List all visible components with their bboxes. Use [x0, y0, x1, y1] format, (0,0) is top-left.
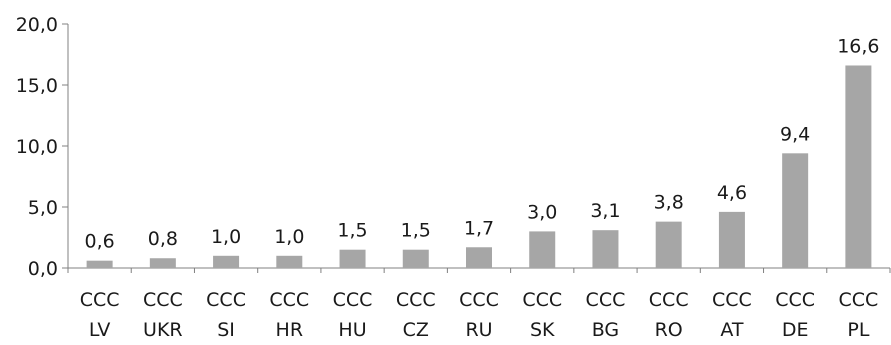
- bar: [529, 231, 556, 268]
- x-tick-label: CCC: [838, 289, 878, 311]
- x-tick-label: CCC: [143, 289, 183, 311]
- x-tick-label: PL: [847, 319, 869, 341]
- data-label: 1,5: [337, 220, 367, 242]
- bar: [718, 211, 745, 268]
- data-label: 0,8: [148, 228, 178, 250]
- bar: [845, 65, 872, 268]
- x-tick-label: AT: [720, 319, 744, 341]
- x-tick-label: CCC: [333, 289, 373, 311]
- x-tick-label: DE: [782, 319, 809, 341]
- x-tick-label: SI: [217, 319, 235, 341]
- x-tick-label: RU: [465, 319, 492, 341]
- y-tick-label: 20,0: [16, 14, 58, 36]
- data-label: 3,1: [590, 200, 620, 222]
- data-label: 1,0: [274, 226, 304, 248]
- data-label: 1,5: [401, 220, 431, 242]
- bars: [86, 65, 872, 268]
- category-labels: CCC LV CCC UKR CCC SI CCC HR CCC HU CCC CZ CCC RU CCC S…: [80, 289, 879, 341]
- y-tick-label: 0,0: [28, 258, 58, 280]
- data-labels: 0,6 0,8 1,0 1,0 1,5 1,5 1,7 3,0 3,1 3,8 4,6 9,4 16,6: [85, 35, 880, 252]
- bar: [655, 221, 682, 268]
- x-tick-label: CCC: [459, 289, 499, 311]
- x-tick-label: UKR: [143, 319, 183, 341]
- data-label: 3,0: [527, 201, 557, 223]
- x-tick-label: CCC: [522, 289, 562, 311]
- x-tick-label: CCC: [269, 289, 309, 311]
- x-tick-label: RO: [655, 319, 683, 341]
- x-tick-label: CZ: [403, 319, 429, 341]
- x-tick-label: CCC: [586, 289, 626, 311]
- bar: [402, 249, 429, 268]
- x-tick-label: HR: [276, 319, 304, 341]
- y-tick-label: 5,0: [28, 197, 58, 219]
- data-label: 4,6: [717, 182, 747, 204]
- x-tick-label: SK: [530, 319, 555, 341]
- x-tick-label: CCC: [206, 289, 246, 311]
- bar: [466, 247, 492, 268]
- y-axis: 0,0 5,0 10,0 15,0 20,0: [16, 14, 69, 280]
- data-label: 0,6: [85, 231, 115, 253]
- x-tick-label: LV: [89, 319, 111, 341]
- bar: [782, 153, 809, 268]
- data-label: 9,4: [780, 123, 810, 145]
- data-label: 3,8: [654, 192, 684, 214]
- bar: [86, 260, 113, 268]
- bar: [213, 255, 240, 268]
- x-tick-label: HU: [338, 319, 366, 341]
- x-axis: [67, 267, 891, 273]
- bar: [339, 249, 366, 268]
- x-tick-label: CCC: [775, 289, 815, 311]
- data-label: 16,6: [837, 35, 879, 57]
- y-tick-label: 10,0: [16, 136, 58, 158]
- x-tick-label: CCC: [712, 289, 752, 311]
- bar: [276, 255, 303, 268]
- bar: [149, 258, 176, 268]
- data-label: 1,7: [464, 217, 494, 239]
- x-tick-label: CCC: [396, 289, 436, 311]
- y-tick-label: 15,0: [16, 75, 58, 97]
- data-label: 1,0: [211, 226, 241, 248]
- x-tick-label: CCC: [80, 289, 120, 311]
- x-tick-label: BG: [592, 319, 619, 341]
- x-tick-label: CCC: [649, 289, 689, 311]
- bar: [592, 230, 619, 268]
